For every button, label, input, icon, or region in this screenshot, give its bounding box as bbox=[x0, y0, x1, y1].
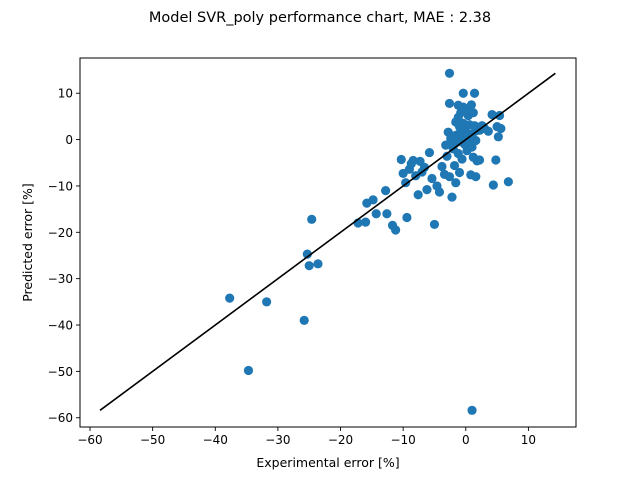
chart-title: Model SVR_poly performance chart, MAE : … bbox=[149, 10, 491, 26]
x-tick-label: −10 bbox=[390, 433, 415, 447]
scatter-point bbox=[262, 297, 272, 307]
x-tick-label: −30 bbox=[265, 433, 290, 447]
scatter-point bbox=[444, 172, 455, 182]
scatter-point bbox=[444, 98, 455, 109]
scatter-point bbox=[437, 161, 447, 172]
scatter-point bbox=[382, 209, 392, 219]
scatter-point bbox=[313, 259, 323, 269]
y-tick-label: −40 bbox=[48, 319, 73, 333]
x-tick-label: −60 bbox=[77, 433, 102, 447]
scatter-point bbox=[424, 147, 435, 158]
x-axis-ticks: −60 −50 −40 −30 −20 −10 0 10 bbox=[77, 427, 536, 447]
scatter-point bbox=[454, 167, 465, 178]
scatter-point bbox=[371, 209, 381, 219]
scatter-point bbox=[458, 88, 468, 98]
scatter-point bbox=[468, 108, 478, 118]
scatter-point bbox=[381, 185, 391, 196]
scatter-point bbox=[225, 293, 235, 303]
scatter-point bbox=[422, 185, 432, 195]
y-tick-label: −10 bbox=[48, 179, 73, 193]
plot-frame bbox=[79, 57, 577, 428]
scatter-point bbox=[491, 155, 501, 165]
scatter-point bbox=[453, 100, 463, 110]
scatter-point bbox=[442, 151, 452, 161]
x-tick-label: 0 bbox=[462, 433, 470, 447]
y-tick-label: −60 bbox=[48, 411, 73, 425]
scatter-point bbox=[243, 365, 254, 376]
y-axis-ticks: −60 −50 −40 −30 −20 −10 0 10 bbox=[48, 87, 80, 425]
scatter-point bbox=[467, 405, 477, 415]
scatter-point bbox=[496, 123, 506, 134]
scatter-point bbox=[464, 120, 475, 130]
scatter-point bbox=[447, 192, 457, 202]
scatter-point bbox=[360, 217, 371, 227]
y-tick-label: −50 bbox=[48, 365, 73, 379]
scatter-point bbox=[299, 315, 309, 325]
scatter-point bbox=[413, 190, 423, 200]
scatter-point bbox=[396, 154, 406, 165]
scatter-point bbox=[368, 195, 378, 205]
scatter-point bbox=[429, 219, 440, 230]
reference-line-layer bbox=[99, 72, 556, 411]
scatter-point bbox=[488, 180, 498, 190]
scatter-point bbox=[307, 214, 317, 224]
x-axis-label: Experimental error [%] bbox=[256, 455, 399, 470]
y-tick-label: −30 bbox=[48, 272, 73, 286]
scatter-point bbox=[444, 68, 455, 78]
x-tick-label: 10 bbox=[521, 433, 536, 447]
y-axis-label: Predicted error [%] bbox=[20, 183, 35, 302]
scatter-point bbox=[448, 136, 458, 147]
scatter-point bbox=[474, 155, 485, 165]
scatter-points bbox=[225, 68, 513, 415]
scatter-point bbox=[457, 154, 467, 164]
scatter-point bbox=[471, 172, 481, 182]
scatter-point bbox=[304, 261, 314, 271]
scatter-point bbox=[451, 178, 461, 188]
x-tick-label: −40 bbox=[203, 433, 228, 447]
scatter-point bbox=[408, 155, 418, 166]
scatter-point bbox=[469, 88, 480, 98]
x-tick-label: −20 bbox=[328, 433, 353, 447]
scatter-point bbox=[427, 173, 437, 184]
reference-line bbox=[99, 72, 556, 411]
scatter-point bbox=[503, 177, 513, 187]
scatter-point bbox=[441, 140, 451, 150]
y-tick-label: 10 bbox=[58, 87, 73, 101]
scatter-point bbox=[493, 132, 503, 142]
scatter-point bbox=[466, 100, 477, 110]
y-tick-label: −20 bbox=[48, 226, 73, 240]
scatter-point bbox=[402, 212, 412, 223]
scatter-point bbox=[449, 160, 460, 171]
scatter-point bbox=[487, 109, 497, 120]
scatter-point bbox=[302, 249, 312, 259]
plot-area bbox=[79, 57, 577, 428]
x-tick-label: −50 bbox=[140, 433, 165, 447]
y-tick-label: 0 bbox=[65, 133, 73, 147]
scatter-point bbox=[483, 126, 493, 136]
scatter-point bbox=[419, 162, 430, 172]
scatter-point bbox=[391, 225, 401, 235]
scatter-point bbox=[434, 187, 445, 197]
